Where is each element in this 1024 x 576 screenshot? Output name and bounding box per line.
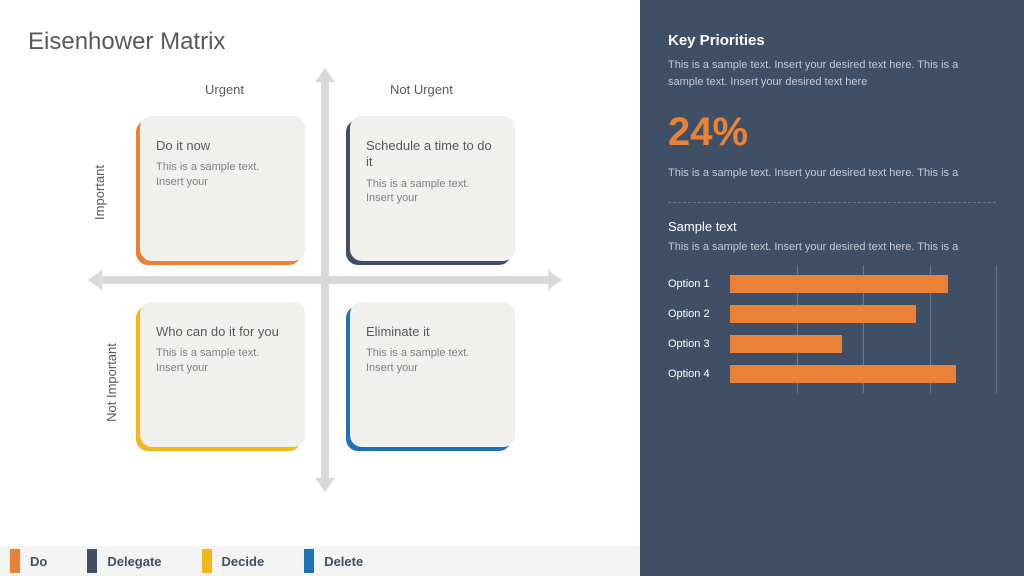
bar-fill <box>730 335 842 353</box>
chart-title: Sample text <box>668 219 996 234</box>
stat-value: 24% <box>668 110 996 155</box>
legend-label: Decide <box>222 554 265 569</box>
bar-track <box>730 365 996 383</box>
quadrant-title: Who can do it for you <box>156 324 289 340</box>
legend-swatch <box>10 549 20 573</box>
quadrant-do: Do it now This is a sample text. Insert … <box>140 116 305 261</box>
bar-label: Option 3 <box>668 338 730 350</box>
bar-track <box>730 275 996 293</box>
sidebar-panel: Key Priorities This is a sample text. In… <box>640 0 1024 576</box>
legend-item: Do <box>10 549 47 573</box>
quadrant-delegate: Who can do it for you This is a sample t… <box>140 302 305 447</box>
chart-subtitle: This is a sample text. Insert your desir… <box>668 240 996 255</box>
row-label-important: Important <box>92 165 107 220</box>
col-label-urgent: Urgent <box>205 82 244 97</box>
quadrant-text: This is a sample text. Insert your <box>156 346 289 376</box>
row-label-not-important: Not Important <box>104 343 119 422</box>
quadrant-schedule: Schedule a time to do it This is a sampl… <box>350 116 515 261</box>
bar-row: Option 2 <box>668 299 996 329</box>
bar-label: Option 1 <box>668 278 730 290</box>
quadrant-title: Eliminate it <box>366 324 499 340</box>
legend-swatch <box>87 549 97 573</box>
bar-label: Option 2 <box>668 308 730 320</box>
arrow-down-icon <box>315 478 335 492</box>
legend-label: Delete <box>324 554 363 569</box>
arrow-left-icon <box>88 270 102 290</box>
bar-row: Option 1 <box>668 269 996 299</box>
priorities-title: Key Priorities <box>668 32 996 49</box>
page-title: Eisenhower Matrix <box>28 28 225 56</box>
stat-text: This is a sample text. Insert your desir… <box>668 165 996 182</box>
bar-track <box>730 335 996 353</box>
bar-fill <box>730 305 916 323</box>
legend-bar: Do Delegate Decide Delete <box>0 546 640 576</box>
quadrant-eliminate: Eliminate it This is a sample text. Inse… <box>350 302 515 447</box>
bar-chart: Option 1 Option 2 Option 3 Option 4 <box>668 269 996 389</box>
legend-swatch <box>202 549 212 573</box>
legend-swatch <box>304 549 314 573</box>
col-label-not-urgent: Not Urgent <box>390 82 453 97</box>
legend-item: Delete <box>304 549 363 573</box>
axis-horizontal <box>100 276 550 284</box>
quadrant-text: This is a sample text. Insert your <box>366 346 499 376</box>
legend-item: Decide <box>202 549 265 573</box>
bar-label: Option 4 <box>668 368 730 380</box>
divider <box>668 202 996 203</box>
arrow-up-icon <box>315 68 335 82</box>
quadrant-text: This is a sample text. Insert your <box>156 160 289 190</box>
quadrant-title: Schedule a time to do it <box>366 138 499 171</box>
bar-fill <box>730 365 956 383</box>
grid-line <box>996 265 997 393</box>
legend-label: Do <box>30 554 47 569</box>
eisenhower-matrix: Urgent Not Urgent Important Not Importan… <box>100 80 550 480</box>
bar-fill <box>730 275 948 293</box>
legend-item: Delegate <box>87 549 161 573</box>
priorities-text: This is a sample text. Insert your desir… <box>668 57 996 90</box>
bar-track <box>730 305 996 323</box>
arrow-right-icon <box>548 270 562 290</box>
left-panel: Eisenhower Matrix Urgent Not Urgent Impo… <box>0 0 640 576</box>
quadrant-title: Do it now <box>156 138 289 154</box>
legend-label: Delegate <box>107 554 161 569</box>
bar-row: Option 4 <box>668 359 996 389</box>
quadrant-text: This is a sample text. Insert your <box>366 177 499 207</box>
bar-row: Option 3 <box>668 329 996 359</box>
